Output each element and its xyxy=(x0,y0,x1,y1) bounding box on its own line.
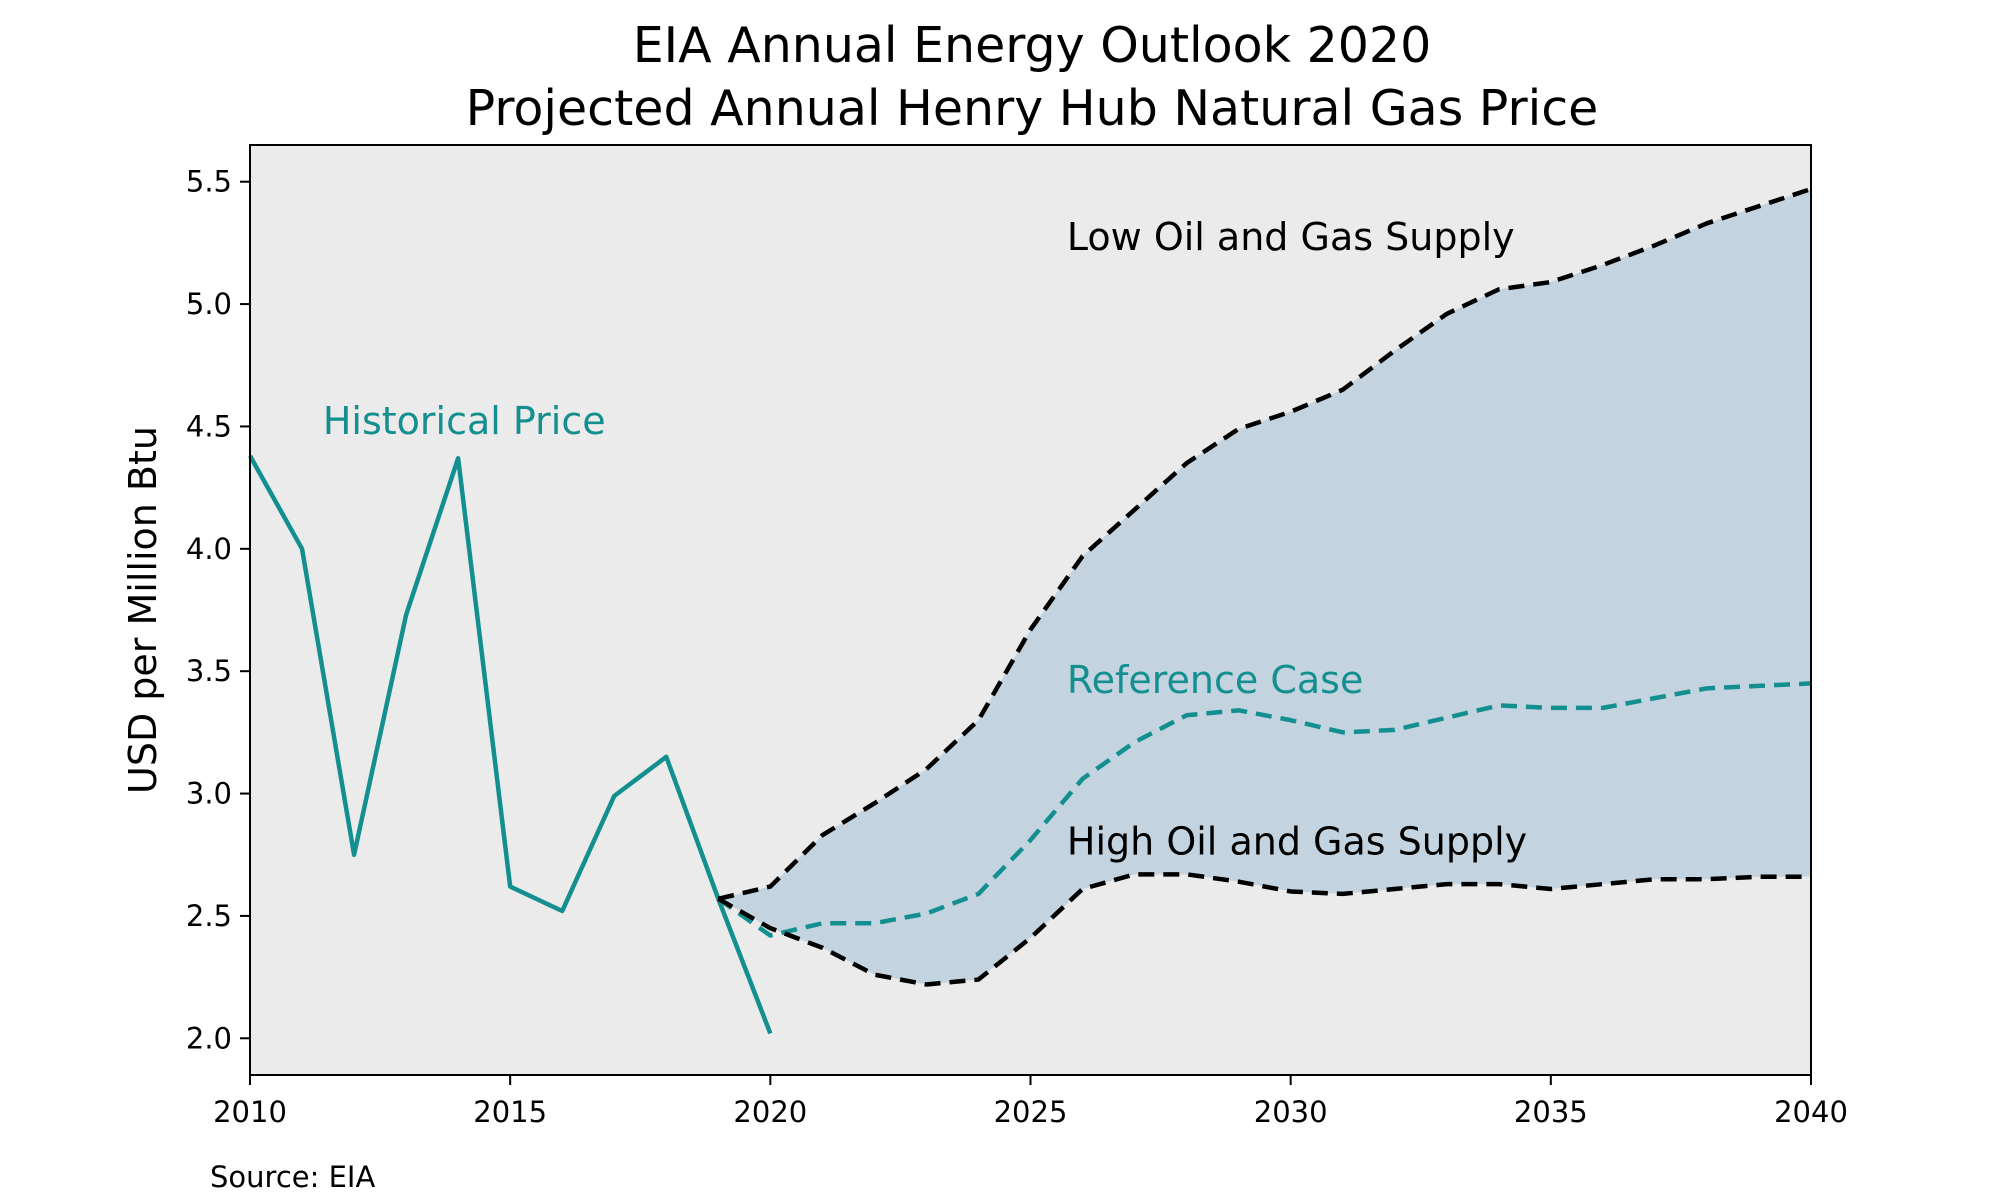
series-line-historical-price xyxy=(248,454,773,1035)
x-tick-label: 2015 xyxy=(473,1095,547,1129)
annotation-high-oil-and-gas-supply: High Oil and Gas Supply xyxy=(1067,820,1527,864)
y-tick-label: 5.5 xyxy=(186,165,232,199)
y-axis-label: USD per Million Btu xyxy=(121,426,165,794)
annotation-reference-case: Reference Case xyxy=(1067,658,1363,702)
x-tick-label: 2010 xyxy=(213,1095,287,1129)
annotation-historical-price: Historical Price xyxy=(323,399,606,443)
series-line-high-oil-and-gas-supply xyxy=(717,872,1811,987)
x-tick-label: 2030 xyxy=(1254,1095,1328,1129)
y-tick-label: 2.0 xyxy=(186,1021,232,1055)
projection-band xyxy=(718,189,1811,985)
y-tick-label: 3.5 xyxy=(186,654,232,688)
projection-band-fill xyxy=(718,189,1811,985)
x-axis: 2010 2015 2020 2025 2030 2035 2040 xyxy=(213,1075,1848,1129)
y-tick-label: 2.5 xyxy=(186,899,232,933)
series-line-reference-case xyxy=(717,681,1812,938)
source-note: Source: EIA xyxy=(210,1160,375,1194)
y-tick-label: 3.0 xyxy=(186,777,232,811)
y-tick-label: 4.5 xyxy=(186,409,232,443)
x-tick-label: 2020 xyxy=(733,1095,807,1129)
x-tick-label: 2040 xyxy=(1774,1095,1848,1129)
annotations: Historical Price Low Oil and Gas Supply Re… xyxy=(323,215,1527,864)
chart-title-line-1: EIA Annual Energy Outlook 2020 xyxy=(633,17,1432,74)
x-tick-label: 2035 xyxy=(1514,1095,1588,1129)
x-tick-label: 2025 xyxy=(994,1095,1068,1129)
y-axis: 2.0 2.5 3.0 3.5 4.0 4.5 5.0 5.5 xyxy=(186,165,250,1055)
annotation-low-oil-and-gas-supply: Low Oil and Gas Supply xyxy=(1067,215,1515,259)
chart-title-line-2: Projected Annual Henry Hub Natural Gas P… xyxy=(466,80,1599,137)
series-lines xyxy=(248,186,1812,1035)
y-tick-label: 5.0 xyxy=(186,287,232,321)
y-tick-label: 4.0 xyxy=(186,532,232,566)
series-line-low-oil-and-gas-supply xyxy=(717,186,1812,901)
